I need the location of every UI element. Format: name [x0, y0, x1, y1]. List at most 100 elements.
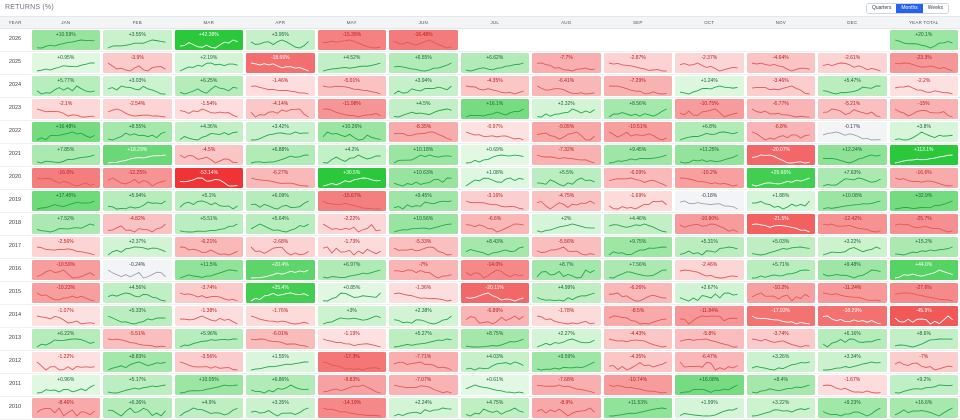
month-return-cell[interactable]: -1.46% — [246, 76, 315, 96]
year-total-cell[interactable]: +20.1% — [889, 30, 958, 50]
month-return-cell[interactable]: +6.88% — [246, 145, 315, 165]
month-return-cell[interactable]: -9.83% — [317, 375, 386, 395]
month-return-cell[interactable]: +5.47% — [818, 76, 887, 96]
month-return-cell[interactable]: +9.23% — [818, 398, 887, 418]
month-return-cell[interactable]: -3.56% — [174, 352, 243, 372]
month-return-cell[interactable]: +3.22% — [818, 237, 887, 257]
month-return-cell[interactable]: -5.21% — [818, 99, 887, 119]
month-return-cell[interactable]: -11.84% — [675, 306, 744, 326]
month-return-cell[interactable]: +0.95% — [31, 53, 100, 73]
month-return-cell[interactable]: -15.67% — [317, 191, 386, 211]
month-return-cell[interactable]: +7.56% — [603, 260, 672, 280]
month-return-cell[interactable]: -6.6% — [460, 214, 529, 234]
year-total-cell[interactable]: -23.3% — [889, 53, 958, 73]
month-return-cell[interactable]: +1.99% — [675, 398, 744, 418]
month-return-cell[interactable]: +5.03% — [746, 237, 815, 257]
month-return-cell[interactable]: -3.9% — [103, 53, 172, 73]
month-return-cell[interactable]: +10.63% — [389, 168, 458, 188]
month-return-cell[interactable]: +11.5% — [174, 260, 243, 280]
month-return-cell[interactable]: +12.24% — [818, 145, 887, 165]
month-return-cell[interactable]: -6.41% — [532, 76, 601, 96]
month-return-cell[interactable]: -9.05% — [532, 122, 601, 142]
month-return-cell[interactable]: -2.46% — [675, 260, 744, 280]
month-return-cell[interactable]: +6.09% — [246, 191, 315, 211]
month-return-cell[interactable]: -18.29% — [818, 306, 887, 326]
month-return-cell[interactable]: +6.55% — [389, 53, 458, 73]
month-return-cell[interactable]: +5.17% — [103, 375, 172, 395]
month-return-cell[interactable]: -12.42% — [818, 214, 887, 234]
year-total-cell[interactable]: -2.2% — [889, 76, 958, 96]
month-return-cell[interactable]: -2.54% — [103, 99, 172, 119]
month-return-cell[interactable]: -16.48% — [389, 30, 458, 50]
month-return-cell[interactable]: -5.33% — [389, 237, 458, 257]
month-return-cell[interactable]: -1.36% — [389, 283, 458, 303]
month-return-cell[interactable]: -1.67% — [818, 375, 887, 395]
month-return-cell[interactable]: +3.94% — [389, 76, 458, 96]
month-return-cell[interactable]: +4.03% — [460, 352, 529, 372]
month-return-cell[interactable]: +4.2% — [317, 145, 386, 165]
month-return-cell[interactable]: +2% — [532, 214, 601, 234]
month-return-cell[interactable]: -14.19% — [317, 398, 386, 418]
month-return-cell[interactable]: +1.24% — [675, 76, 744, 96]
month-return-cell[interactable]: -7.07% — [389, 375, 458, 395]
month-return-cell[interactable]: -4.5% — [174, 145, 243, 165]
month-return-cell[interactable]: -10.75% — [675, 99, 744, 119]
month-return-cell[interactable]: -12.25% — [103, 168, 172, 188]
month-return-cell[interactable]: -3.74% — [746, 329, 815, 349]
month-return-cell[interactable]: -10.80% — [675, 214, 744, 234]
month-return-cell[interactable]: -10.23% — [31, 283, 100, 303]
month-return-cell[interactable]: +9.45% — [603, 145, 672, 165]
month-return-cell[interactable]: +6.22% — [31, 329, 100, 349]
month-return-cell[interactable]: -7.32% — [532, 145, 601, 165]
month-return-cell[interactable]: +4.5% — [389, 99, 458, 119]
month-return-cell[interactable]: +7.63% — [818, 168, 887, 188]
month-return-cell[interactable]: +6.36% — [103, 398, 172, 418]
month-return-cell[interactable]: -14.0% — [460, 260, 529, 280]
month-return-cell[interactable]: +5.5% — [532, 168, 601, 188]
month-return-cell[interactable]: +42.38% — [174, 30, 243, 50]
month-return-cell[interactable]: -4.64% — [746, 53, 815, 73]
month-return-cell[interactable]: +0.96% — [31, 375, 100, 395]
month-return-cell[interactable]: -10.2% — [746, 283, 815, 303]
month-return-cell[interactable]: -6.01% — [246, 329, 315, 349]
month-return-cell[interactable]: -17.93% — [746, 306, 815, 326]
month-return-cell[interactable]: -0.97% — [460, 122, 529, 142]
month-return-cell[interactable]: +5.64% — [246, 214, 315, 234]
month-return-cell[interactable]: +11.53% — [603, 398, 672, 418]
month-return-cell[interactable]: +1.55% — [246, 352, 315, 372]
month-return-cell[interactable]: -6.26% — [603, 283, 672, 303]
year-total-cell[interactable]: +113.1% — [889, 145, 958, 165]
month-return-cell[interactable]: +1.88% — [746, 191, 815, 211]
month-return-cell[interactable]: -2.37% — [675, 53, 744, 73]
month-return-cell[interactable]: +9.59% — [532, 352, 601, 372]
month-return-cell[interactable]: +8.7% — [532, 260, 601, 280]
month-return-cell[interactable]: +7.52% — [31, 214, 100, 234]
month-return-cell[interactable]: -7.29% — [603, 76, 672, 96]
year-total-cell[interactable]: -25.7% — [889, 214, 958, 234]
month-return-cell[interactable]: -21.5% — [746, 214, 815, 234]
year-total-cell[interactable]: +32.9% — [889, 191, 958, 211]
month-return-cell[interactable]: +10.56% — [389, 214, 458, 234]
month-return-cell[interactable]: -8.9% — [532, 398, 601, 418]
month-return-cell[interactable]: +2.19% — [174, 53, 243, 73]
month-return-cell[interactable]: +5.96% — [174, 329, 243, 349]
month-return-cell[interactable]: +2.27% — [532, 329, 601, 349]
year-total-cell[interactable]: +3.8% — [889, 122, 958, 142]
month-return-cell[interactable]: -0.24% — [103, 260, 172, 280]
month-return-cell[interactable]: +4.46% — [603, 214, 672, 234]
month-return-cell[interactable]: +25.4% — [246, 283, 315, 303]
month-return-cell[interactable]: +4.52% — [317, 53, 386, 73]
month-return-cell[interactable]: -1.19% — [317, 329, 386, 349]
month-return-cell[interactable]: +5.1% — [174, 191, 243, 211]
month-return-cell[interactable]: +8.56% — [603, 99, 672, 119]
month-return-cell[interactable]: +4.56% — [103, 283, 172, 303]
month-return-cell[interactable]: -20.07% — [746, 145, 815, 165]
month-return-cell[interactable]: +8.55% — [103, 122, 172, 142]
month-return-cell[interactable]: -1.76% — [246, 306, 315, 326]
month-return-cell[interactable]: -15.35% — [317, 30, 386, 50]
month-return-cell[interactable]: -6.77% — [746, 99, 815, 119]
month-return-cell[interactable]: +16.48% — [31, 122, 100, 142]
month-return-cell[interactable]: -1.78% — [532, 306, 601, 326]
month-return-cell[interactable]: +10.05% — [174, 375, 243, 395]
month-return-cell[interactable]: +3.35% — [246, 398, 315, 418]
